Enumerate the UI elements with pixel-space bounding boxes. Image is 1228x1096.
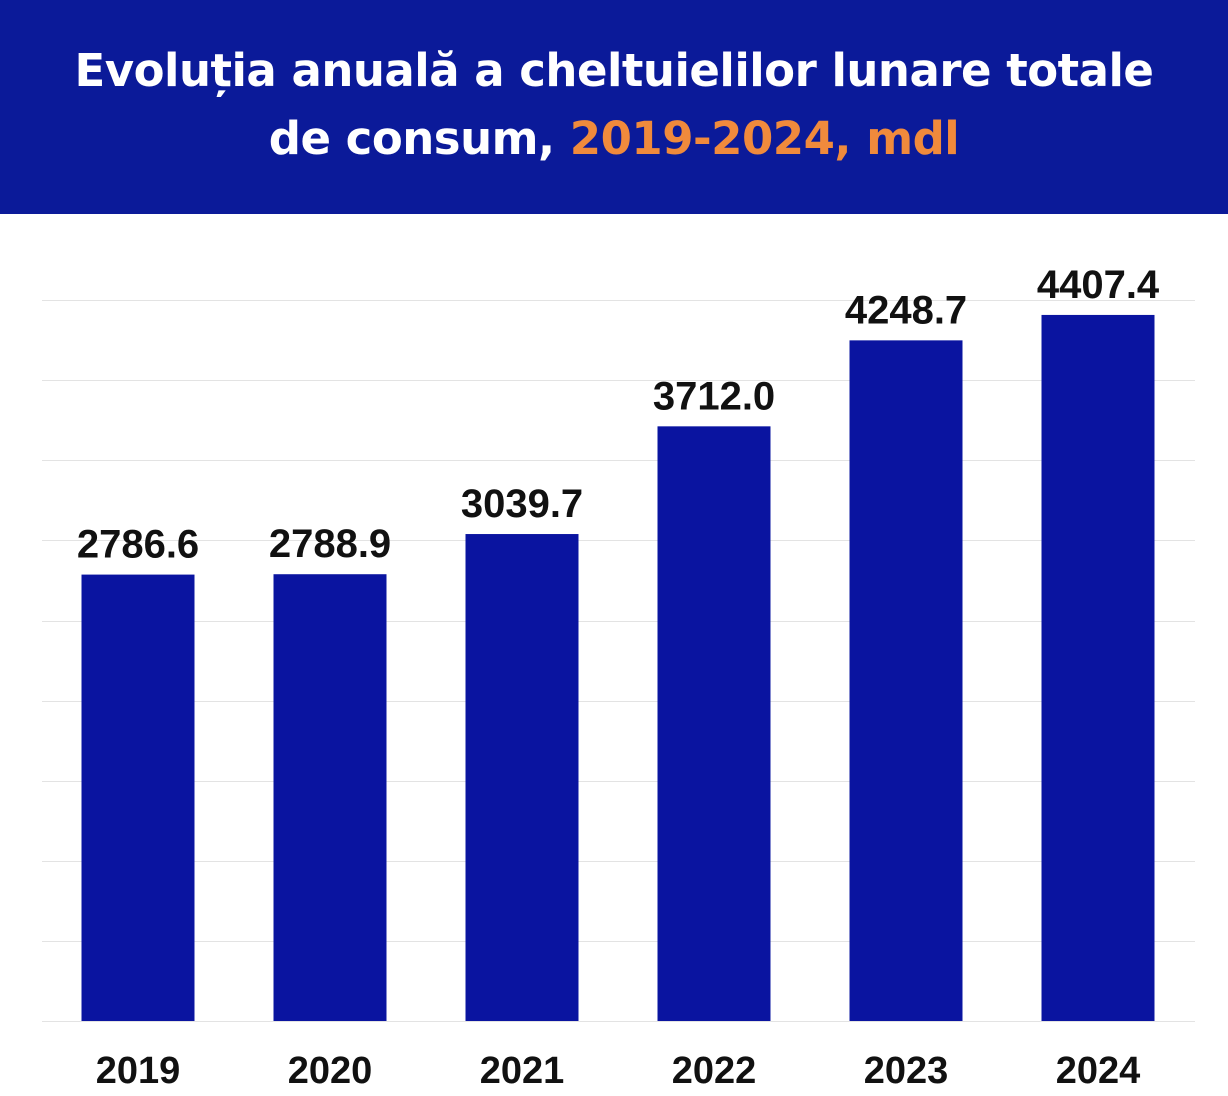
- bar-2024: [1041, 314, 1155, 1021]
- value-label-2019: 2786.6: [77, 523, 199, 567]
- bar-2019: [81, 574, 195, 1021]
- chart-title-line-2: de consum, 2019-2024, mdl: [268, 105, 960, 173]
- x-tick-label-2022: 2022: [672, 1050, 757, 1092]
- value-labels: 2786.6 2788.9 3039.7 3712.0 4248.7 4407.4: [77, 263, 1160, 567]
- value-label-2020: 2788.9: [269, 522, 391, 566]
- chart-title-accent: 2019-2024, mdl: [569, 112, 960, 165]
- value-label-2023: 4248.7: [845, 288, 967, 332]
- bar-2020: [273, 574, 387, 1021]
- bar-2022: [657, 426, 771, 1021]
- bar-2023: [849, 340, 963, 1021]
- chart-title-prefix: de consum,: [268, 112, 570, 165]
- x-tick-label-2020: 2020: [288, 1050, 373, 1092]
- value-label-2024: 4407.4: [1037, 263, 1160, 307]
- chart-title-line-1: Evoluția anuală a cheltuielilor lunare t…: [74, 44, 1154, 97]
- x-tick-label-2019: 2019: [96, 1050, 181, 1092]
- title-banner: Evoluția anuală a cheltuielilor lunare t…: [0, 0, 1228, 214]
- value-label-2021: 3039.7: [461, 482, 583, 526]
- bars: [81, 314, 1155, 1021]
- x-tick-label-2023: 2023: [864, 1050, 949, 1092]
- x-tick-label-2021: 2021: [480, 1050, 565, 1092]
- bar-2021: [465, 534, 579, 1021]
- category-labels: 2019 2020 2021 2022 2023 2024: [96, 1050, 1141, 1092]
- value-label-2022: 3712.0: [653, 374, 775, 418]
- gridlines: [42, 300, 1195, 1022]
- x-tick-label-2024: 2024: [1056, 1050, 1141, 1092]
